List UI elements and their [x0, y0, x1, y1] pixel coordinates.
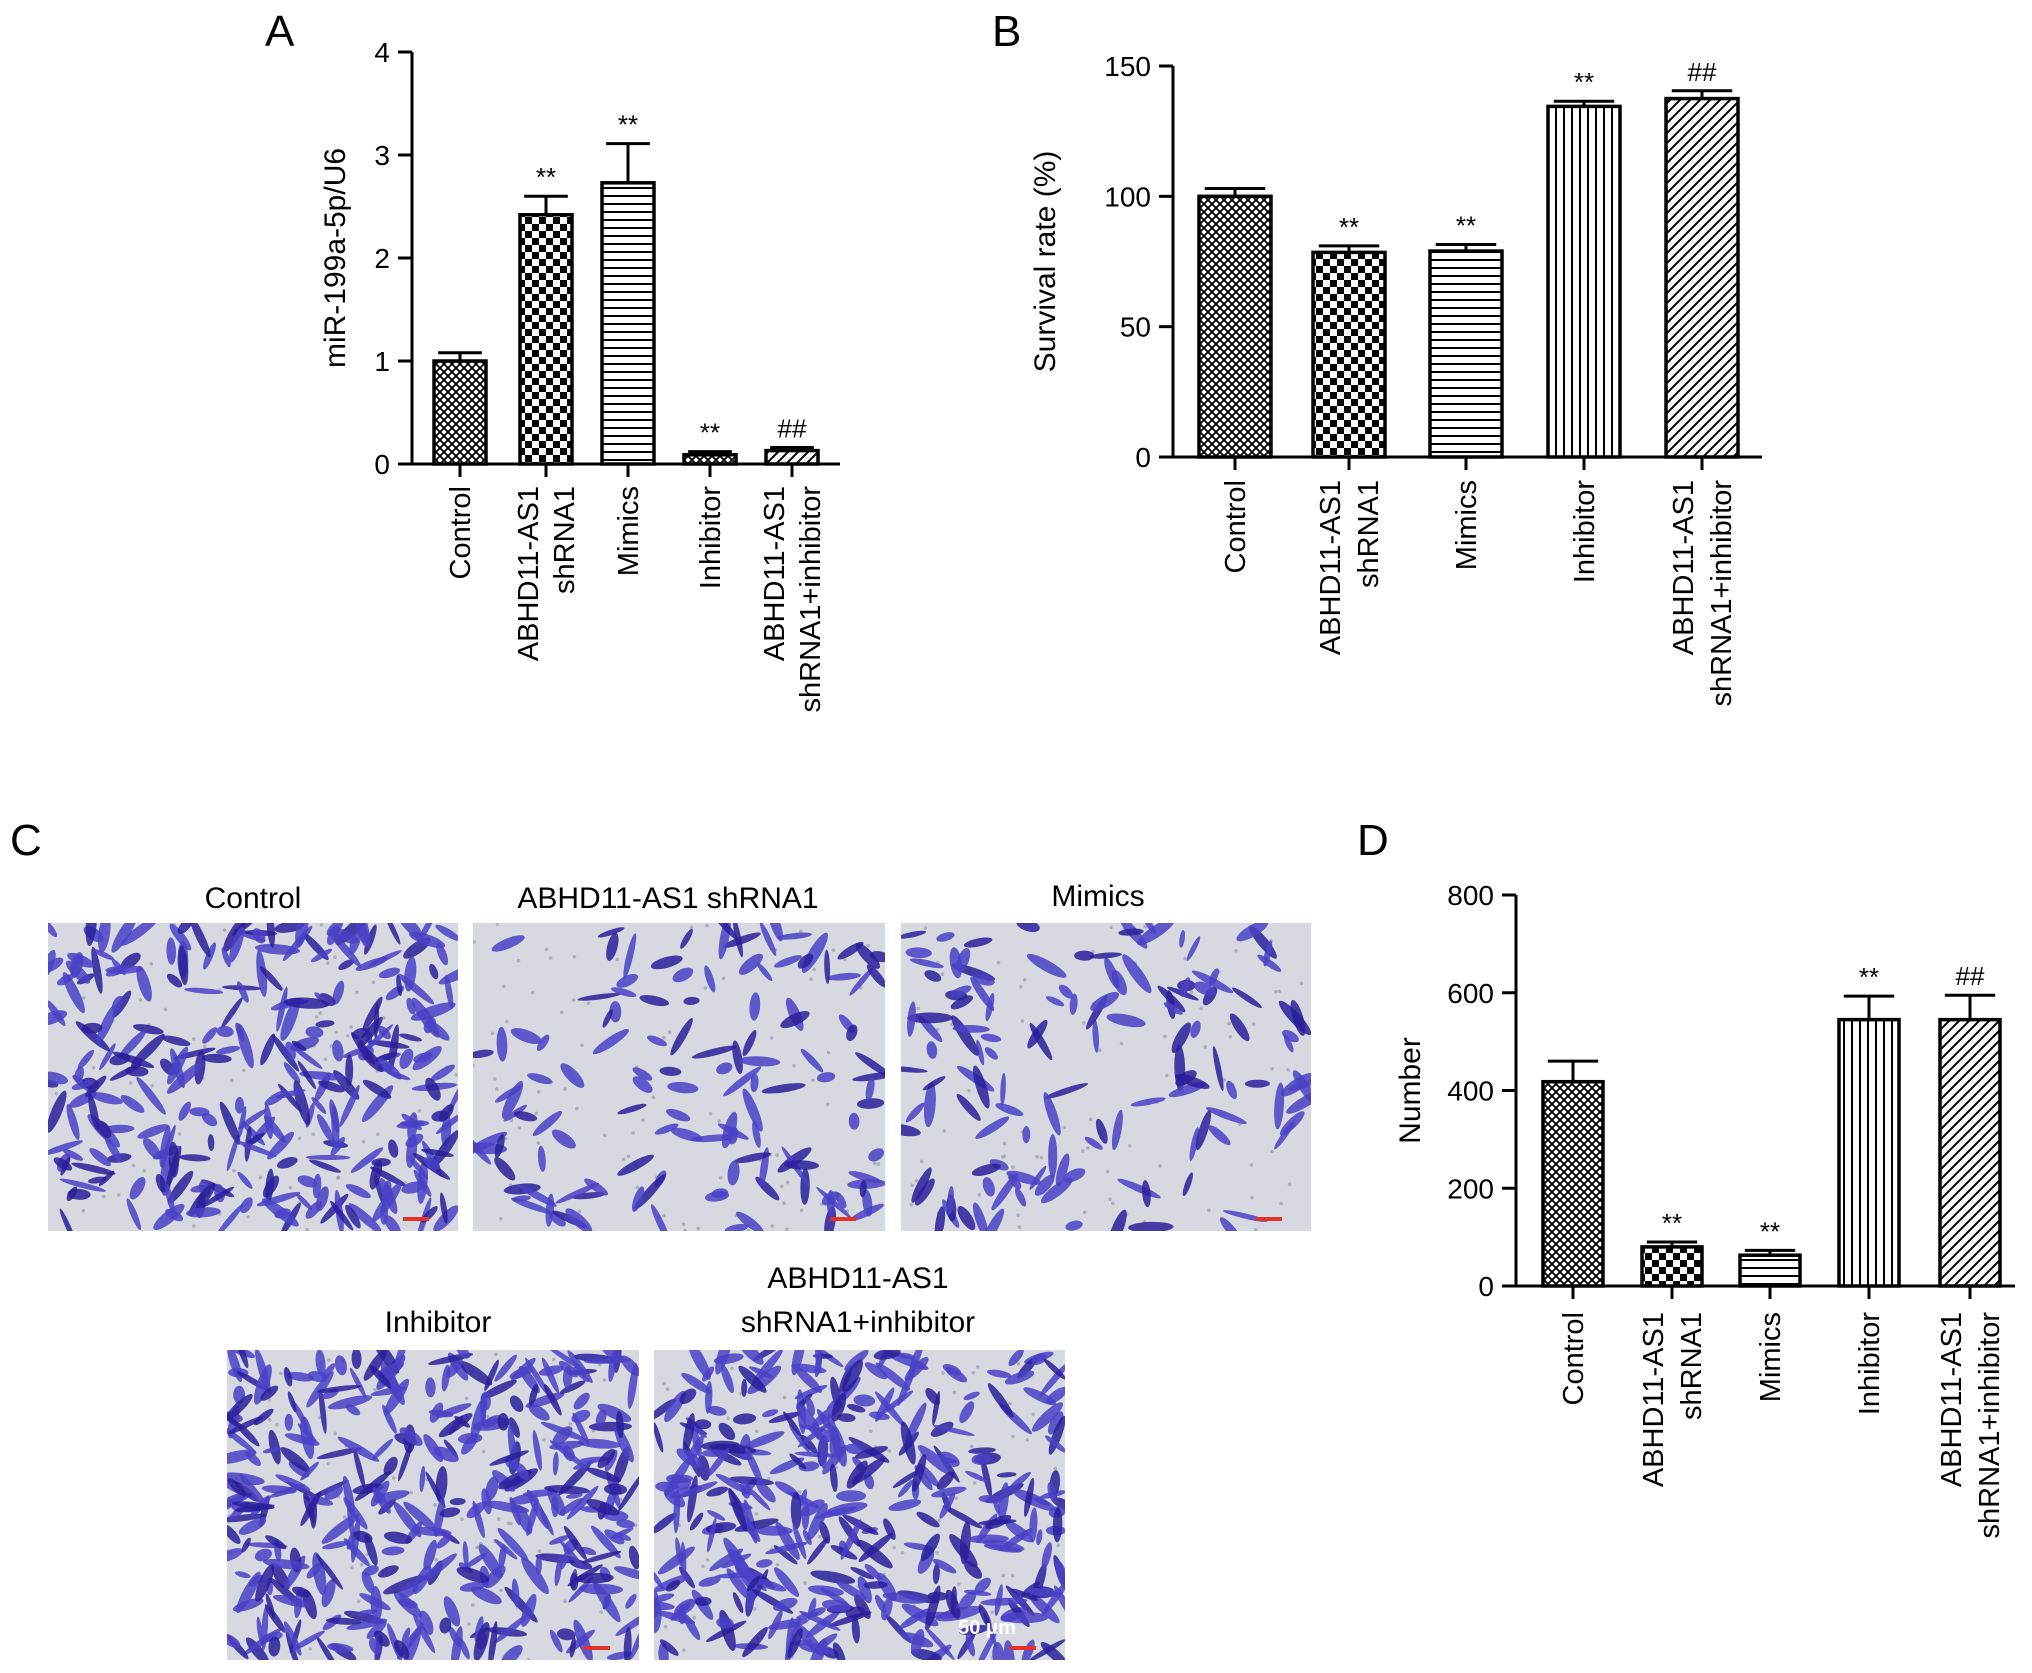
chart-b-y-tick-label: 100 [1104, 181, 1151, 212]
panel-letter-d: D [1357, 816, 1389, 865]
chart-d-bar [1738, 1253, 1802, 1288]
micrograph-1 [48, 923, 458, 1231]
chart-d-category-label: Control [1558, 1312, 1590, 1406]
chart-a-category-label: ABHD11-AS1 [759, 486, 791, 661]
scale-bar [830, 1217, 856, 1221]
chart-d-category-label: ABHD11-AS1 [1638, 1312, 1670, 1487]
chart-a-category-label: ABHD11-AS1 [513, 486, 545, 661]
micrograph-label: ABHD11-AS1 shRNA1 [517, 882, 818, 915]
chart-a-y-tick-label: 2 [374, 243, 390, 274]
chart-b-category-label: Mimics [1451, 480, 1483, 570]
chart-d-y-tick-label: 200 [1447, 1173, 1494, 1204]
chart-b-category-label: shRNA1+inhibitor [1706, 480, 1738, 707]
chart-a-category-label: Control [445, 486, 477, 580]
chart-a-bar [432, 359, 488, 466]
chart-a-bar [518, 212, 574, 466]
chart-d-y-tick-label: 600 [1447, 978, 1494, 1009]
micrograph-label: ABHD11-AS1 [767, 1262, 948, 1295]
chart-d-category-label: shRNA1 [1676, 1312, 1708, 1420]
scale-bar [1010, 1646, 1036, 1650]
chart-b-bar [1428, 249, 1504, 459]
panel-c-transwell-images: Control ABHD11-AS1 shRNA1 Mimics Inhibitor A… [48, 880, 1311, 1660]
chart-a-bar [764, 448, 820, 466]
micrograph-label: shRNA1+inhibitor [741, 1306, 975, 1339]
chart-a-bar [682, 452, 738, 466]
chart-b-bar [1311, 250, 1387, 459]
chart-b-y-tick-label: 150 [1104, 51, 1151, 82]
chart-d-significance-label: ## [1956, 961, 1985, 991]
chart-a-significance-label: ** [700, 418, 720, 448]
chart-d-bar [1938, 1017, 2002, 1288]
chart-b-bar [1197, 194, 1273, 459]
micrograph-label: Mimics [1051, 880, 1144, 913]
chart-b-significance-label: ** [1339, 212, 1359, 242]
chart-b-category-label: shRNA1 [1353, 480, 1385, 588]
chart-d-category-label: Mimics [1755, 1312, 1787, 1402]
panel-letter-a: A [265, 7, 295, 56]
chart-a-category-label: shRNA1 [549, 486, 581, 594]
chart-b-bar [1664, 96, 1740, 459]
chart-a-y-tick-label: 1 [374, 346, 390, 377]
micrograph-3 [901, 923, 1311, 1231]
chart-d-category-label: shRNA1+inhibitor [1974, 1312, 2006, 1539]
micrograph-4 [227, 1350, 639, 1660]
chart-d-bar [1541, 1079, 1605, 1288]
chart-d-significance-label: ** [1859, 962, 1879, 992]
chart-a-significance-label: ** [536, 162, 556, 192]
chart-a-bar [600, 181, 656, 466]
chart-a-y-tick-label: 4 [374, 37, 390, 68]
chart-d-y-tick-label: 0 [1478, 1271, 1494, 1302]
chart-d-y-tick-label: 800 [1447, 880, 1494, 911]
chart-b-bar [1546, 104, 1622, 459]
chart-b-category-label: ABHD11-AS1 [1668, 480, 1700, 655]
chart-a-significance-label: ## [778, 414, 807, 444]
micrograph-5 [654, 1350, 1065, 1660]
chart-b-significance-label: ** [1574, 67, 1594, 97]
scale-bar [1256, 1217, 1282, 1221]
chart-a-significance-label: ** [618, 110, 638, 140]
chart-a-y-tick-label: 3 [374, 140, 390, 171]
chart-b-y-tick-label: 0 [1135, 442, 1151, 473]
scale-bar [403, 1217, 429, 1221]
chart-d-significance-label: ** [1662, 1208, 1682, 1238]
scale-bar-label: 50 μm [958, 1617, 1016, 1639]
chart-b-y-axis-label: Survival rate (%) [1029, 151, 1062, 373]
chart-b-significance-label: ** [1456, 211, 1476, 241]
scale-bar [584, 1646, 610, 1650]
chart-d-y-axis-label: Number [1394, 1037, 1427, 1144]
chart-a-category-label: Mimics [613, 486, 645, 576]
chart-d-bar [1640, 1245, 1704, 1288]
panel-letter-b: B [992, 7, 1021, 56]
chart-b-category-label: Control [1220, 480, 1252, 574]
panel-letter-c: C [10, 816, 42, 865]
chart-d-y-tick-label: 400 [1447, 1076, 1494, 1107]
chart-d-significance-label: ** [1760, 1216, 1780, 1246]
chart-d-category-label: Inhibitor [1854, 1312, 1886, 1416]
chart-a-category-label: Inhibitor [695, 486, 727, 590]
chart-b-y-tick-label: 50 [1120, 312, 1151, 343]
chart-a-y-axis-label: miR-199a-5p/U6 [319, 148, 352, 368]
chart-a-category-label: shRNA1+inhibitor [795, 486, 827, 713]
micrograph-2 [473, 923, 885, 1231]
chart-b-category-label: ABHD11-AS1 [1315, 480, 1347, 655]
chart-d-bar [1837, 1017, 1901, 1288]
chart-b-survival-rate: 0 50 100 150 Survival rate (%) Control ** ABHD1… [1029, 51, 1762, 706]
chart-b-significance-label: ## [1688, 57, 1717, 87]
micrograph-label: Inhibitor [385, 1306, 492, 1339]
chart-d-category-label: ABHD11-AS1 [1936, 1312, 1968, 1487]
chart-a-y-tick-label: 0 [374, 449, 390, 480]
chart-b-category-label: Inhibitor [1569, 480, 1601, 584]
micrograph-label: Control [205, 882, 302, 915]
